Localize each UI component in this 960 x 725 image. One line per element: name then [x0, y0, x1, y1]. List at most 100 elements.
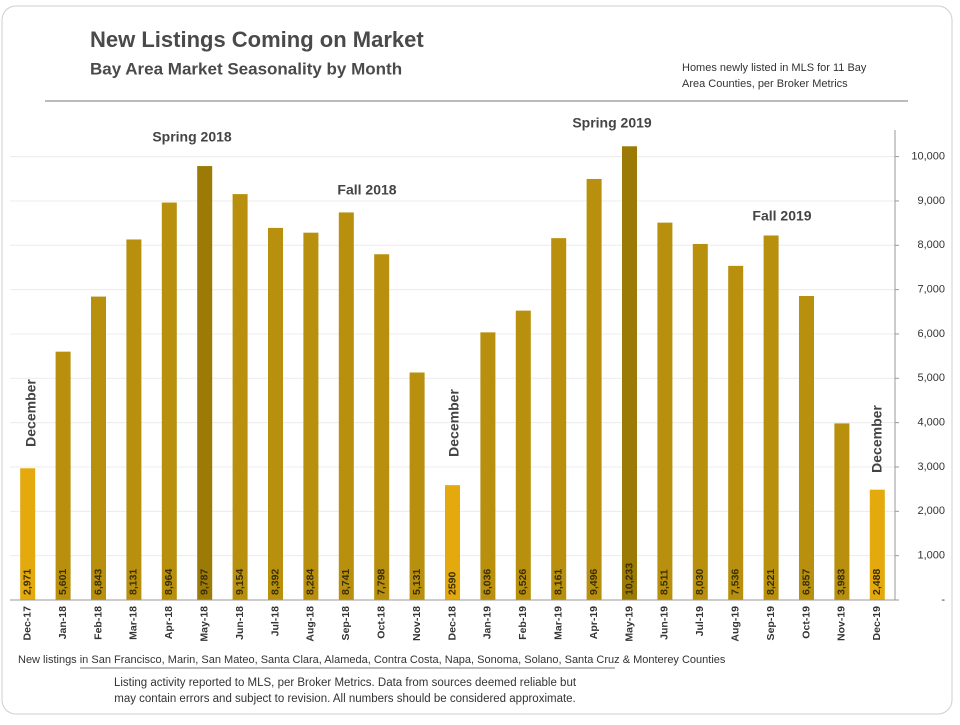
footnote-line: Listing activity reported to MLS, per Br… [114, 677, 577, 689]
bar [303, 232, 319, 601]
bar [551, 238, 567, 600]
bar [374, 254, 390, 600]
y-tick-label: 2,000 [917, 505, 945, 517]
footer: New listings in San Francisco, Marin, Sa… [18, 654, 726, 666]
x-tick-label: Apr-18 [163, 606, 175, 639]
x-tick-label: Nov-18 [411, 606, 423, 641]
x-tick-label: Oct-19 [800, 606, 812, 639]
annotation: Fall 2018 [337, 182, 396, 198]
bar [232, 194, 248, 600]
y-tick-label: 6,000 [917, 328, 945, 340]
data-label: 5,601 [57, 569, 69, 595]
annotation: December [869, 405, 885, 473]
bar [869, 489, 885, 600]
bar [338, 212, 354, 600]
x-tick-label: Nov-19 [836, 606, 848, 641]
x-tick-label: May-19 [623, 606, 635, 642]
bar [55, 351, 71, 600]
x-tick-label: Apr-19 [588, 606, 600, 639]
bar [834, 423, 850, 600]
data-label: 8,161 [552, 569, 564, 595]
bar [586, 178, 602, 601]
bar [515, 310, 531, 600]
bar [445, 485, 460, 600]
annotation: Spring 2019 [572, 115, 652, 131]
data-label: 2,971 [21, 569, 33, 595]
data-label: 8,284 [305, 569, 317, 595]
bar [91, 296, 106, 600]
x-tick-label: Jan-18 [57, 606, 69, 639]
x-tick-label: Jun-18 [234, 606, 246, 640]
x-tick-label: Feb-19 [517, 606, 529, 640]
data-label: 8,030 [694, 569, 706, 595]
annotation: Fall 2019 [752, 208, 811, 224]
x-tick-label: Jul-18 [269, 606, 281, 637]
x-tick-label: Jul-19 [694, 606, 706, 637]
x-tick-label: Jun-19 [659, 606, 671, 640]
x-tick-label: Jan-19 [482, 606, 494, 639]
bar [799, 295, 814, 600]
note-line: Homes newly listed in MLS for 11 Bay [682, 62, 867, 74]
data-label: 7,798 [375, 569, 387, 595]
x-tick-label: May-18 [198, 606, 210, 642]
data-label: 3,983 [836, 569, 848, 595]
x-tick-label: Oct-18 [375, 606, 387, 639]
bar [161, 202, 177, 601]
chart-subtitle: Bay Area Market Seasonality by Month [90, 59, 402, 78]
x-tick-label: Aug-19 [729, 606, 741, 642]
footnote-line: may contain errors and subject to revisi… [114, 693, 576, 705]
y-tick-label: 9,000 [917, 195, 945, 207]
y-tick-label: 1,000 [917, 550, 945, 562]
data-label: 5,131 [411, 569, 423, 595]
data-label: 2,488 [871, 569, 883, 595]
bar [622, 146, 637, 600]
x-tick-label: Dec-18 [446, 606, 458, 641]
data-label: 7,536 [729, 569, 741, 595]
bar [126, 239, 142, 600]
data-label: 2590 [446, 571, 458, 595]
x-tick-label: Mar-18 [128, 606, 140, 640]
bar [692, 243, 708, 601]
data-label: 8,392 [269, 569, 281, 595]
data-label: 6,526 [517, 569, 529, 595]
data-label: 8,741 [340, 569, 352, 595]
x-tick-label: Mar-19 [552, 606, 564, 640]
note-line: Area Counties, per Broker Metrics [682, 78, 848, 90]
data-label: 6,843 [92, 569, 104, 595]
data-label: 9,154 [234, 569, 246, 595]
x-tick-label: Dec-17 [21, 606, 33, 641]
data-label: 6,036 [482, 569, 494, 595]
data-label: 8,511 [659, 569, 671, 595]
y-tick-label: 5,000 [917, 372, 945, 384]
annotation: December [23, 379, 39, 447]
x-tick-label: Sep-19 [765, 606, 777, 641]
chart-title: New Listings Coming on Market [90, 27, 424, 52]
data-label: 8,131 [128, 569, 140, 595]
y-tick-label: 3,000 [917, 461, 945, 473]
bar [763, 235, 779, 601]
bar [20, 468, 36, 600]
y-tick-label: 7,000 [917, 284, 945, 296]
data-label: 6,857 [800, 569, 812, 595]
data-label: 8,964 [163, 569, 175, 595]
bar [197, 166, 213, 601]
data-label: 10,233 [623, 563, 635, 595]
y-tick-label: - [941, 594, 945, 606]
x-tick-label: Sep-18 [340, 606, 352, 641]
annotation: Spring 2018 [152, 129, 232, 145]
bar [728, 265, 744, 600]
x-tick-label: Feb-18 [92, 606, 104, 640]
y-tick-label: 8,000 [917, 239, 945, 251]
bar [268, 227, 283, 600]
x-tick-label: Dec-19 [871, 606, 883, 641]
bar [409, 372, 425, 600]
bar [480, 332, 496, 600]
data-label: 8,221 [765, 569, 777, 595]
data-label: 9,496 [588, 569, 600, 595]
data-label: 9,787 [198, 569, 210, 595]
annotation: December [446, 389, 462, 457]
y-tick-label: 4,000 [917, 417, 945, 429]
x-tick-label: Aug-18 [305, 606, 317, 642]
bar [657, 222, 673, 600]
